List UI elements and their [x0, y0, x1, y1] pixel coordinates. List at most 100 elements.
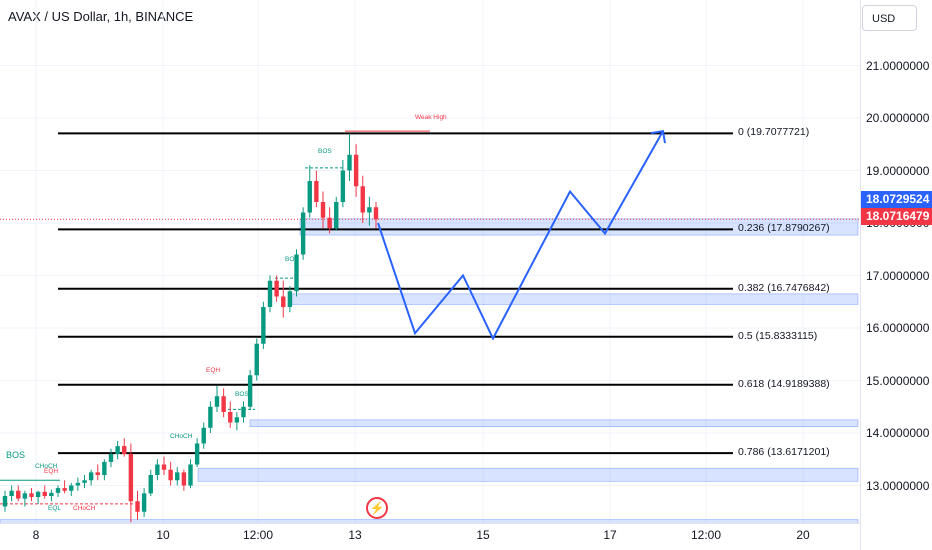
candle-body	[300, 212, 306, 255]
candle	[55, 485, 61, 498]
price-tick: 14.0000000	[866, 426, 930, 440]
price-tick: 20.0000000	[866, 111, 930, 125]
candle-body	[353, 154, 359, 187]
candle-body	[281, 296, 286, 307]
projection-arrowhead	[650, 129, 666, 144]
candle	[334, 196, 339, 231]
candle	[29, 488, 34, 502]
candle	[69, 482, 74, 496]
annotation-label: EQH	[44, 468, 59, 475]
candle-body	[241, 406, 246, 418]
candle	[135, 490, 140, 520]
candle	[22, 490, 28, 507]
projection-line	[377, 130, 664, 341]
candle-body	[128, 454, 134, 502]
demand-zone	[291, 293, 859, 305]
candle	[201, 422, 206, 449]
price-tag-label: 18.0729524	[861, 191, 932, 208]
candle-body	[122, 446, 127, 454]
candle	[300, 207, 306, 260]
candle	[161, 456, 167, 475]
candle-body	[208, 406, 213, 428]
candle	[115, 440, 120, 460]
candle	[241, 401, 246, 423]
candle-body	[201, 427, 206, 444]
candle-body	[214, 396, 220, 407]
candle-body	[247, 375, 253, 407]
candle-body	[75, 482, 81, 486]
projection-path	[377, 129, 666, 341]
candle	[95, 464, 100, 481]
candle	[228, 401, 233, 428]
candle	[347, 133, 352, 181]
candle-body	[327, 217, 332, 229]
candle-body	[82, 480, 87, 483]
candle	[42, 485, 47, 499]
candle-body	[261, 307, 266, 344]
candle	[122, 438, 127, 457]
currency-button[interactable]: USD	[862, 5, 917, 31]
demand-zone	[249, 419, 859, 427]
candle	[155, 459, 160, 481]
candle	[82, 475, 87, 489]
annotation-label: BOS	[6, 450, 26, 460]
candle-body	[42, 491, 47, 496]
candle	[267, 275, 273, 313]
price-tick: 19.0000000	[866, 163, 930, 178]
candle	[108, 448, 114, 468]
time-tick: 12:00	[242, 528, 274, 542]
candle	[35, 490, 41, 504]
candle	[188, 459, 193, 489]
price-axis[interactable]	[860, 0, 932, 550]
price-tick: 17.0000000	[866, 268, 930, 283]
annotation-label: EQH	[206, 367, 221, 374]
candle	[294, 249, 299, 297]
candle-body	[228, 412, 233, 423]
chart-canvas[interactable]	[0, 0, 860, 523]
candle-body	[307, 181, 312, 213]
candle	[9, 485, 14, 502]
candle	[75, 477, 81, 491]
candle-body	[108, 454, 114, 462]
candle-body	[181, 472, 187, 486]
demand-zone	[197, 467, 859, 482]
candle	[16, 485, 21, 502]
candle	[62, 480, 67, 494]
tradingview-logo-icon[interactable]: ⚡	[366, 497, 388, 519]
annotation-label: CHoCH	[170, 433, 193, 440]
time-tick: 17	[603, 528, 617, 542]
candle-body	[367, 207, 372, 213]
candle-body	[274, 280, 279, 297]
candle	[247, 370, 253, 410]
fib-label-0.236: 0.236 (17.8790267)	[738, 222, 830, 235]
candle	[181, 469, 187, 491]
candle	[214, 385, 220, 412]
candle	[353, 144, 359, 197]
candle	[367, 196, 372, 226]
demand-zones	[0, 218, 859, 523]
demand-zone	[0, 519, 859, 523]
candle-body	[188, 464, 193, 486]
candle-body	[148, 475, 153, 494]
candle	[148, 469, 153, 496]
candle	[141, 488, 147, 517]
price-tick: 13.0000000	[866, 478, 930, 493]
candle-body	[115, 446, 120, 454]
candle	[314, 170, 319, 208]
time-tick: 15	[476, 528, 490, 542]
price-tick: 21.0000000	[866, 58, 930, 73]
candle	[254, 338, 259, 381]
candle	[49, 489, 54, 502]
candle-body	[62, 488, 67, 491]
candle	[208, 401, 213, 433]
candle-body	[373, 207, 379, 220]
candle	[2, 490, 8, 512]
candle	[168, 461, 173, 486]
candle-body	[55, 488, 61, 493]
annotation-label: CHoCH	[73, 505, 96, 512]
candle	[340, 160, 346, 208]
candle	[88, 469, 94, 486]
candle-body	[9, 490, 14, 496]
time-axis-border	[0, 523, 860, 524]
fibonacci-levels	[0, 130, 860, 505]
